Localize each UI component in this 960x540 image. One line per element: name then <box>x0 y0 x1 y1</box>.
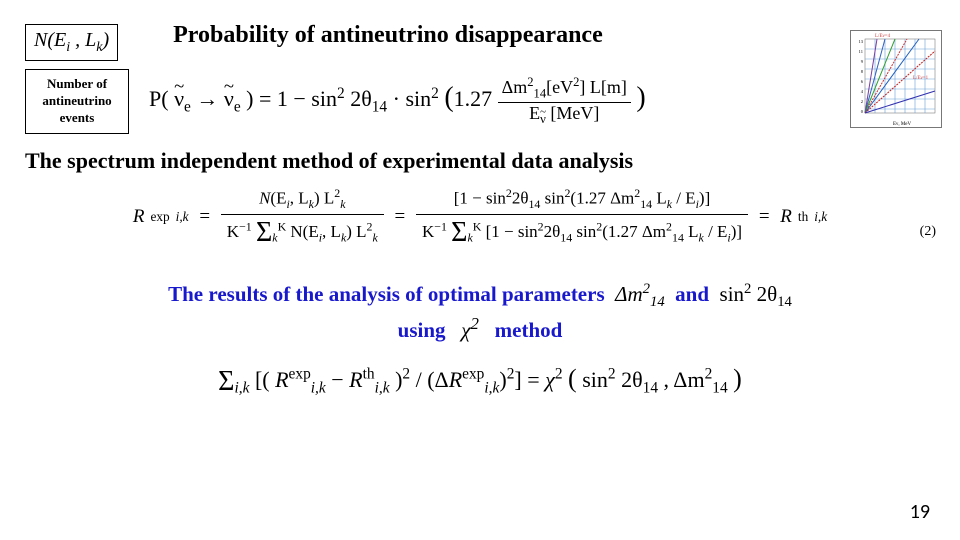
svg-text:13: 13 <box>859 39 864 44</box>
eq2-number: (2) <box>920 224 936 240</box>
results-and: and <box>675 282 709 306</box>
page-title: Probability of antineutrino disappearanc… <box>173 22 603 49</box>
formula-probability: P( νe → νe ) = 1 − sin2 2θ14 · sin2 (1.2… <box>129 69 907 127</box>
formula-ratio: Rexpi,k = N(Ei, Lk) L2k K−1 ΣkK N(Ei, Lk… <box>25 184 935 251</box>
section-spectrum-title: The spectrum independent method of exper… <box>25 148 935 174</box>
results-text-b: using <box>398 318 446 342</box>
svg-text:11: 11 <box>859 49 863 54</box>
chart-y-ticks: 13 11 9 8 6 4 2 0 <box>859 39 864 114</box>
results-text-a: The results of the analysis of optimal p… <box>168 282 605 306</box>
chart-label-right: L/Eν=1 <box>913 76 929 81</box>
svg-text:6: 6 <box>861 79 864 84</box>
formula-chi2: Σi,k [( Rexpi,k − Rthi,k )2 / (ΔRexpi,k)… <box>25 364 935 398</box>
svg-text:2: 2 <box>861 99 863 104</box>
section-results-title: The results of the analysis of optimal p… <box>25 279 935 346</box>
svg-text:9: 9 <box>861 59 864 64</box>
oscillation-chart: L/Eν=4 L/Eν=1 Eν, MeV 13 11 9 8 6 4 2 0 <box>850 30 942 128</box>
events-box-label: Number of antineutrino events <box>25 69 129 134</box>
page-number: 19 <box>910 500 930 524</box>
svg-text:0: 0 <box>861 109 864 114</box>
n-events-expression: N(Ei , Lk) <box>25 24 118 61</box>
svg-text:4: 4 <box>861 89 864 94</box>
results-text-c: method <box>495 318 563 342</box>
chart-label-top: L/Eν=4 <box>875 34 891 39</box>
svg-text:8: 8 <box>861 69 864 74</box>
chart-xlabel: Eν, MeV <box>893 122 911 127</box>
